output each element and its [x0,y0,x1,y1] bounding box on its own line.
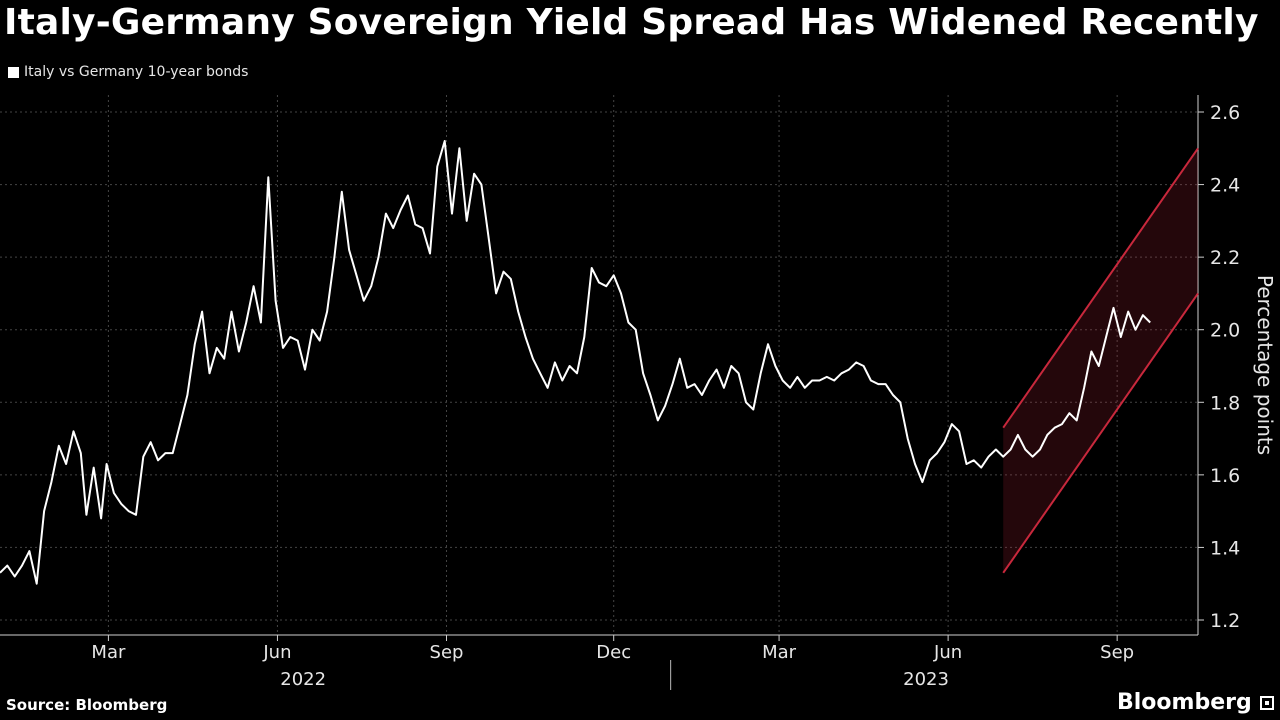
brand-name: Bloomberg [1117,690,1252,715]
y-tick-label: 2.6 [1210,102,1240,124]
x-tick-label: Jun [933,642,962,663]
y-tick-label: 1.8 [1210,392,1240,414]
y-tick-label: 1.2 [1210,610,1240,632]
source-note: Source: Bloomberg [6,696,168,714]
legend-label: Italy vs Germany 10-year bonds [24,64,249,80]
brand-square-icon [1259,695,1274,710]
y-tick-label: 2.4 [1210,175,1240,197]
legend: Italy vs Germany 10-year bonds [8,64,248,80]
year-label: 2022 [280,669,326,690]
y-tick-label: 1.4 [1210,537,1240,559]
channel-upper-line [1002,147,1199,429]
y-tick-label: 2.2 [1210,247,1240,269]
year-label: 2023 [903,669,949,690]
x-tick-label: Sep [430,642,464,663]
x-tick-label: Mar [91,642,126,663]
y-tick-label: 1.6 [1210,465,1240,487]
series-line [0,140,1151,585]
y-axis-title: Percentage points [1253,275,1277,455]
y-tick-label: 2.0 [1210,320,1240,342]
chart-title: Italy-Germany Sovereign Yield Spread Has… [4,2,1259,43]
x-tick-label: Mar [762,642,797,663]
legend-swatch [8,66,19,78]
x-tick-label: Sep [1100,642,1134,663]
x-tick-label: Jun [262,642,291,663]
brand-logo: Bloomberg [1117,690,1274,715]
channel-lower-line [1002,292,1199,574]
x-tick-label: Dec [596,642,631,663]
